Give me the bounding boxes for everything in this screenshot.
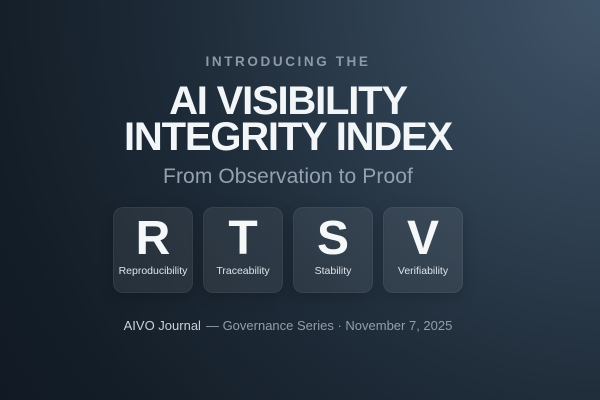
footer-byline: AIVO Journal — Governance Series · Novem…: [124, 318, 453, 333]
pillar-letter-s: S: [316, 212, 349, 265]
pillar-label-traceability: Traceability: [216, 265, 270, 277]
subtitle-text: From Observation to Proof: [163, 165, 413, 188]
page-title: AI VISIBILITY INTEGRITY INDEX: [124, 79, 453, 159]
pillar-card-stability: S Stability: [293, 207, 373, 293]
pillar-letter-t: T: [228, 212, 258, 265]
eyebrow-text: INTRODUCING THE: [205, 54, 371, 69]
pillar-letter-v: V: [406, 212, 439, 265]
pillar-card-traceability: T Traceability: [203, 207, 283, 293]
publication-name: AIVO Journal: [123, 318, 201, 333]
pillar-card-reproducibility: R Reproducibility: [113, 207, 193, 293]
title-line-2: INTEGRITY INDEX: [124, 115, 453, 159]
pillar-label-verifiability: Verifiability: [397, 265, 449, 277]
pillar-label-stability: Stability: [314, 265, 352, 277]
pillar-label-reproducibility: Reproducibility: [118, 265, 188, 277]
pillar-cards: R Reproducibility T Traceability S Stabi…: [113, 207, 463, 293]
pillar-letter-r: R: [135, 212, 171, 265]
pillar-card-verifiability: V Verifiability: [383, 207, 463, 293]
title-line-1: AI VISIBILITY: [169, 79, 408, 123]
footer-series-and-date: — Governance Series · November 7, 2025: [205, 318, 453, 333]
